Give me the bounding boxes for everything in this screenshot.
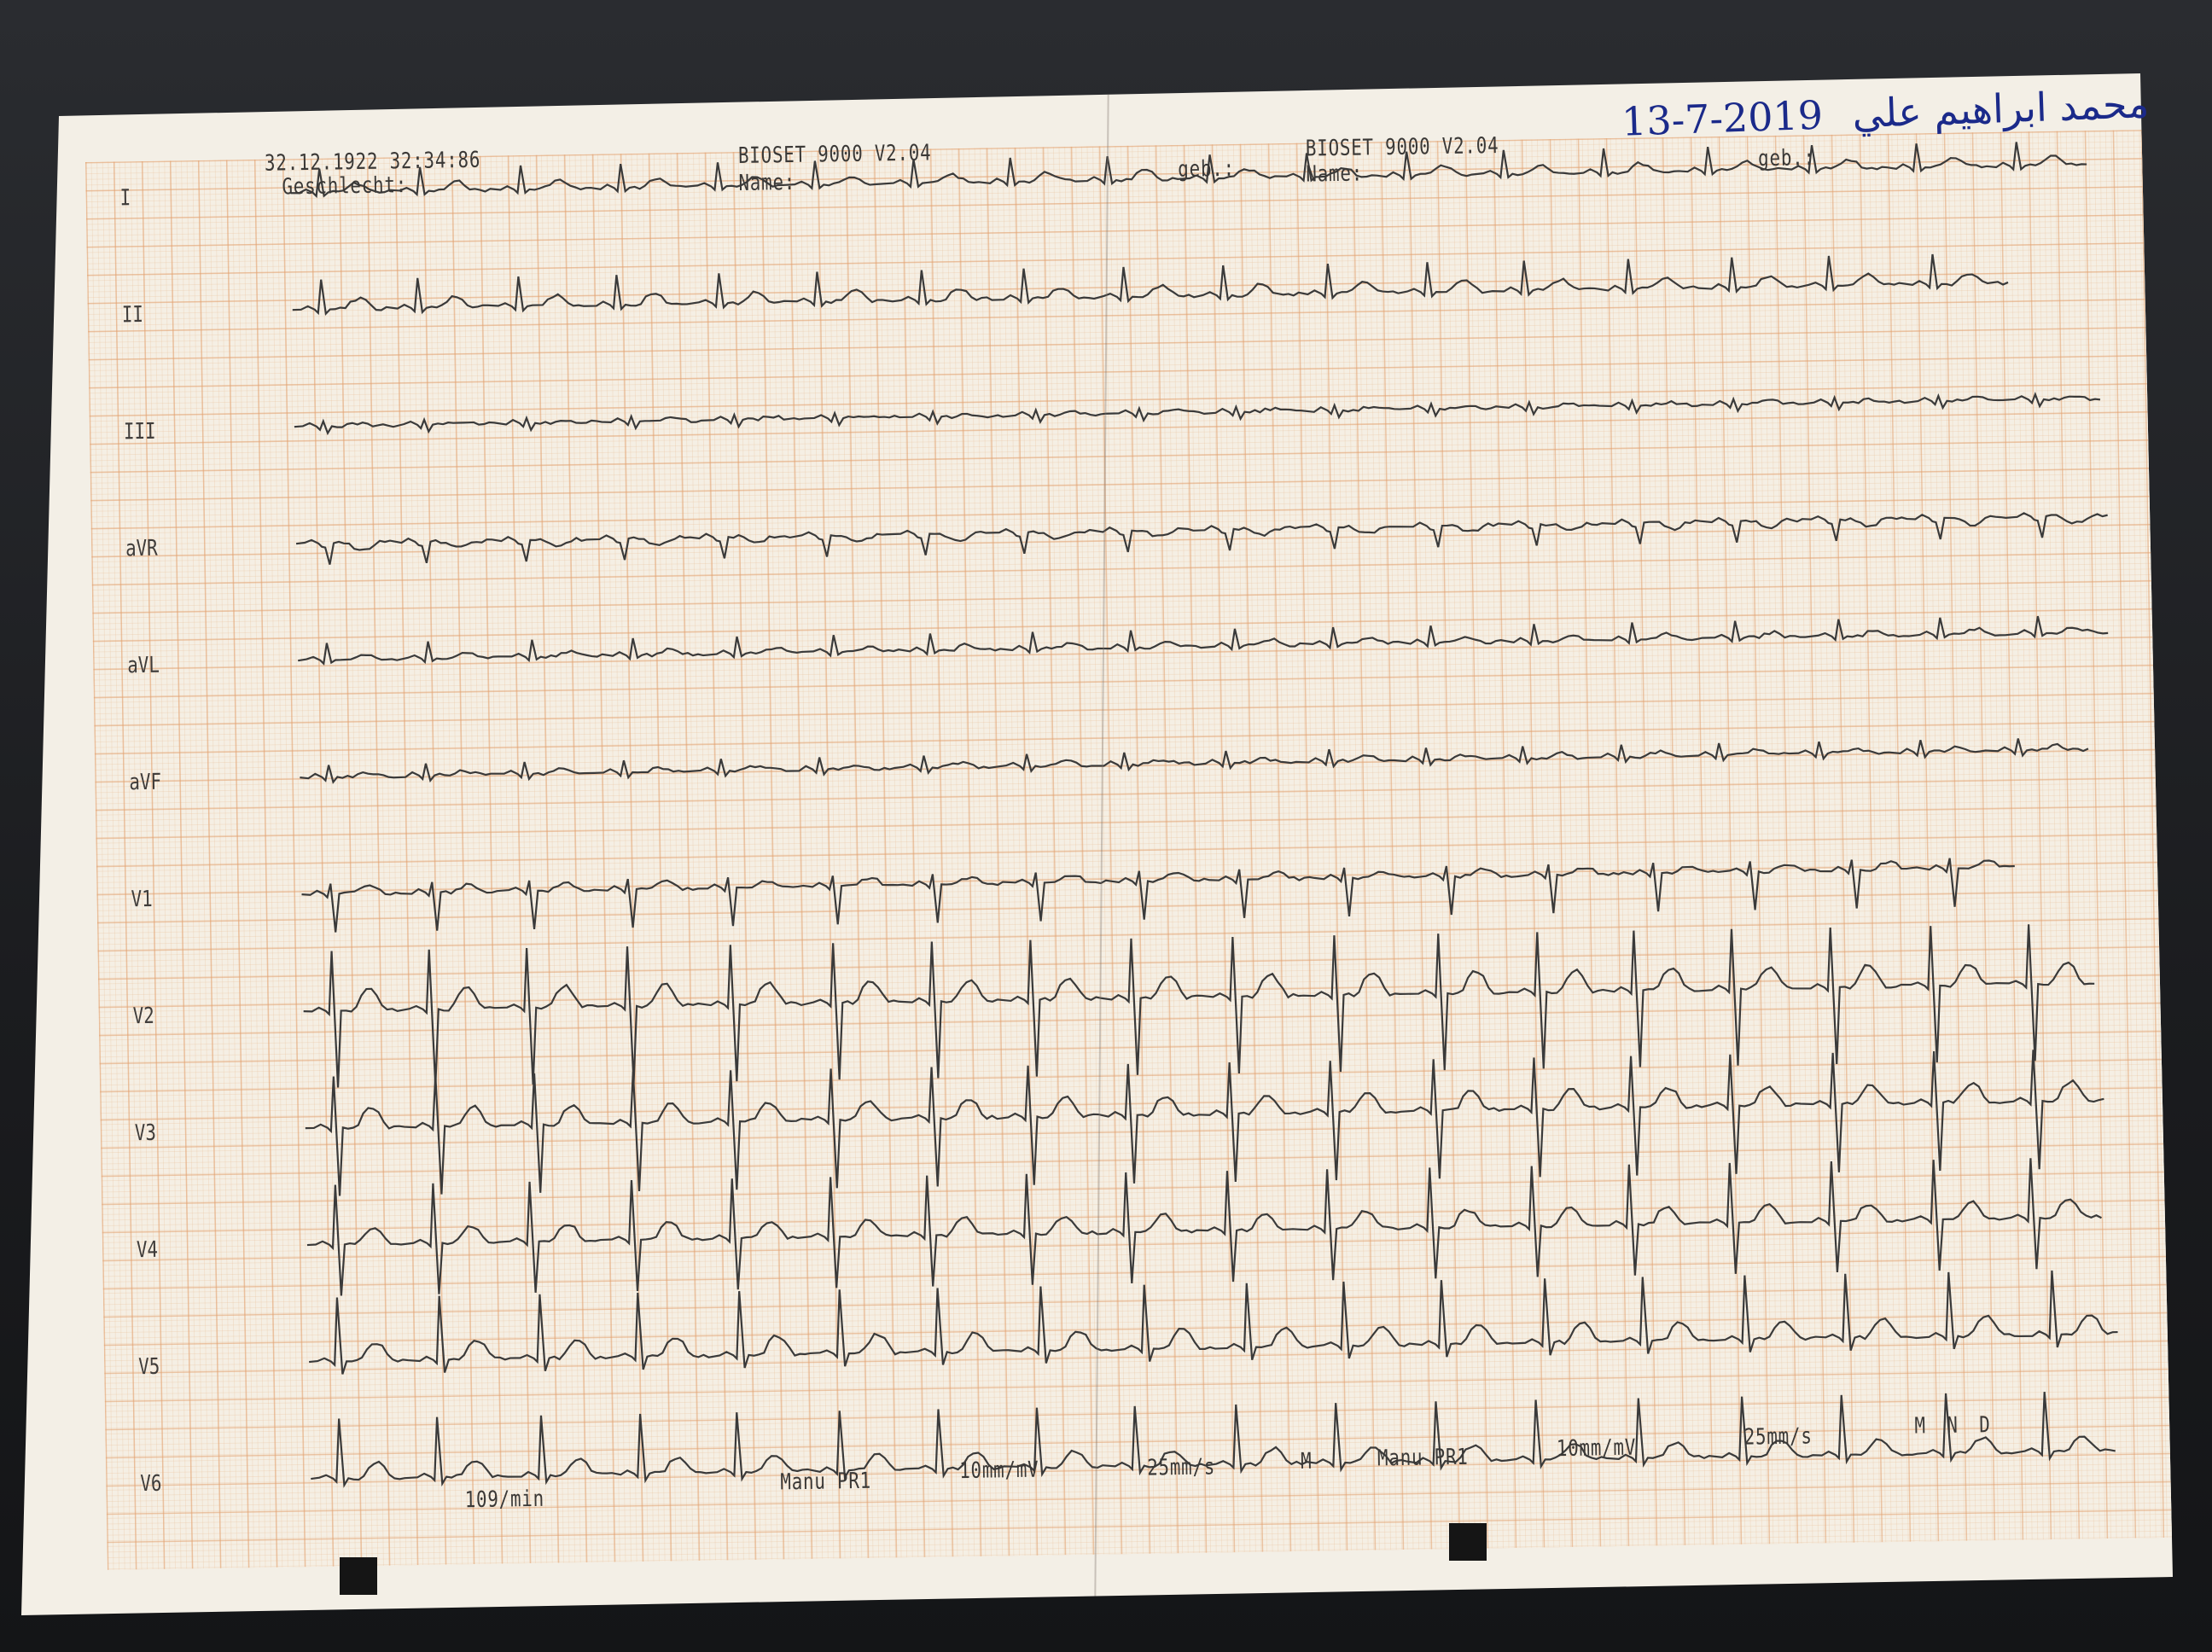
footer-mode-1: Manu PR1 (780, 1468, 872, 1496)
header-name-left: Name: (738, 169, 796, 196)
footer-heart-rate: 109/min (464, 1486, 545, 1514)
handwritten-date: 13-7-2019 (1621, 91, 1824, 145)
lead-label-ii: II (121, 301, 144, 329)
footer-gain-1: 10mm/mV (958, 1457, 1039, 1485)
ecg-trace-v4 (306, 1158, 2102, 1296)
lead-label-v3: V3 (134, 1120, 157, 1147)
footer-speed-2: 25mm/s (1743, 1423, 1813, 1451)
header-sex-label: Geschlecht: (282, 172, 408, 201)
ecg-trace-v6 (311, 1392, 2116, 1488)
footer-filters: M N D (1914, 1412, 1991, 1440)
sync-mark-right (1449, 1523, 1487, 1561)
ecg-grid: 32.12.1922 32:34:86 Geschlecht: BIOSET 9… (85, 129, 2173, 1570)
ecg-trace-v3 (305, 1050, 2104, 1196)
footer-gain-2: 10mm/mV (1556, 1434, 1637, 1463)
ecg-trace-v1 (301, 858, 2015, 933)
ecg-trace-v5 (309, 1270, 2118, 1375)
header-name-right: Name: (1306, 160, 1364, 188)
ecg-trace-avl (298, 615, 2109, 666)
header-birth-right: geb.: (1757, 145, 1816, 172)
footer-mode-2: Manu PR1 (1377, 1444, 1469, 1472)
lead-label-iii: III (123, 418, 156, 445)
footer-marker: M (1300, 1448, 1313, 1475)
lead-label-v6: V6 (140, 1470, 162, 1498)
lead-label-v1: V1 (131, 886, 153, 913)
header-datetime: 32.12.1922 32:34:86 (264, 147, 481, 177)
lead-label-v2: V2 (132, 1003, 155, 1030)
sync-mark-left (340, 1557, 377, 1595)
ecg-trace-v2 (303, 924, 2095, 1088)
lead-label-v4: V4 (136, 1236, 159, 1264)
lead-label-avf: aVF (129, 769, 162, 796)
ecg-trace-avf (300, 738, 2089, 784)
ecg-trace-iii (294, 392, 2101, 436)
header-device-right: BIOSET 9000 V2.04 (1305, 132, 1499, 162)
header-birth-left: geb.: (1178, 155, 1236, 183)
lead-label-v5: V5 (137, 1353, 160, 1381)
ecg-traces (290, 142, 2118, 1488)
lead-label-i: I (119, 185, 131, 212)
lead-label-avl: aVL (127, 652, 160, 679)
lead-label-avr: aVR (125, 535, 158, 562)
footer-speed-1: 25mm/s (1146, 1454, 1216, 1481)
ecg-trace-avr (295, 512, 2108, 565)
ecg-trace-ii (292, 253, 2009, 316)
header-device-left: BIOSET 9000 V2.04 (737, 140, 932, 169)
ecg-trace-i (290, 142, 2087, 199)
